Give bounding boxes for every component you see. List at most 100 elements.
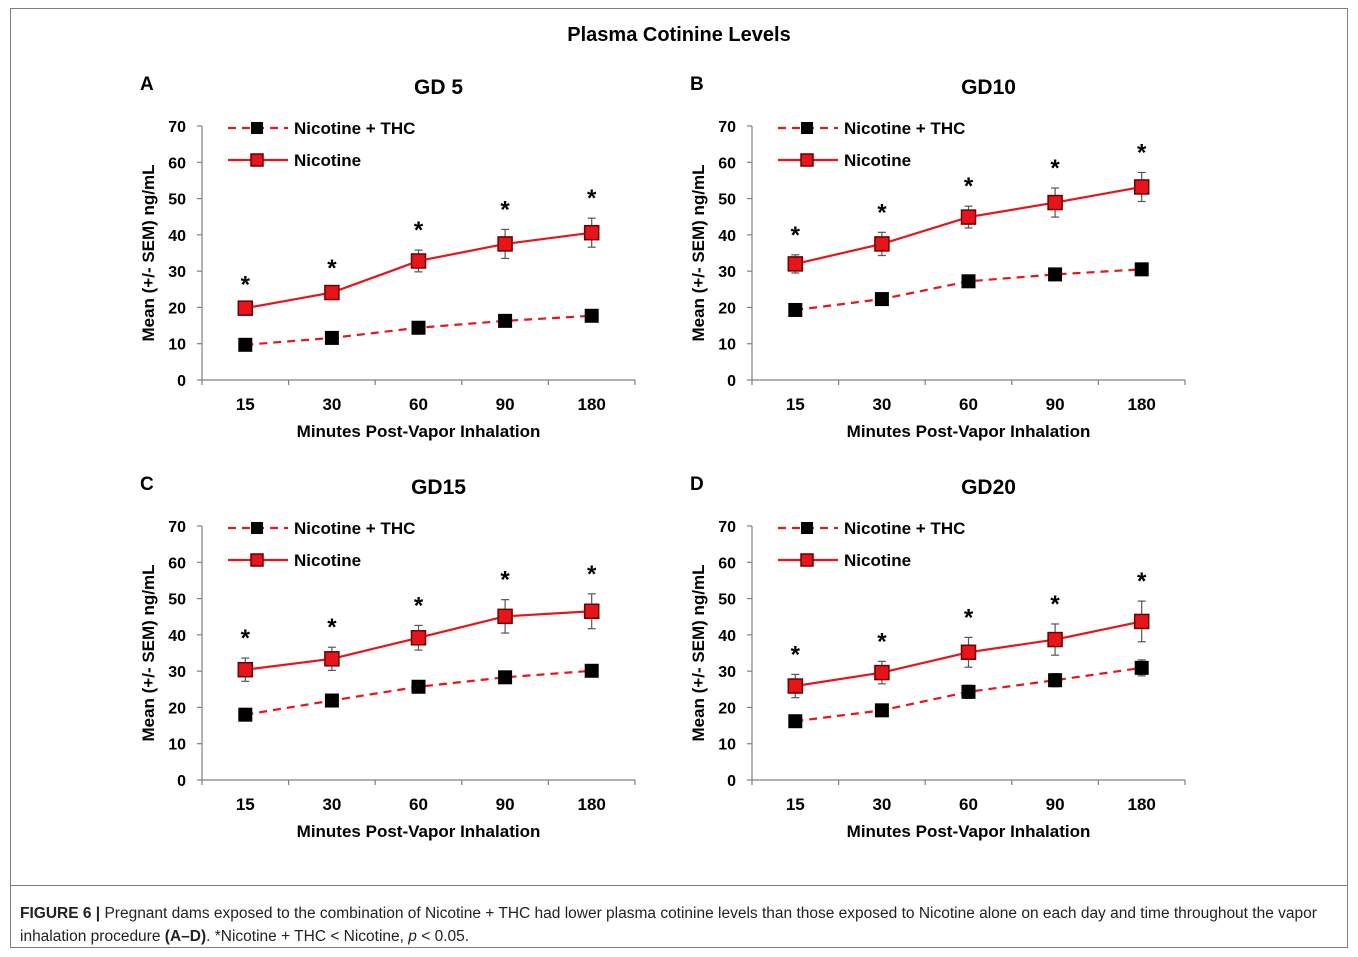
figure-caption: FIGURE 6 | Pregnant dams exposed to the …	[20, 902, 1340, 948]
y-tick-label: 0	[177, 373, 186, 390]
data-point	[788, 714, 803, 729]
y-tick-label: 70	[718, 119, 736, 136]
y-axis-label: Mean (+/- SEM) ng/mL	[690, 564, 708, 741]
x-tick-label: 90	[1046, 395, 1065, 414]
x-tick-label: 60	[959, 795, 978, 814]
chart-panel-d: D GD20 0 10 20 30 40 50 60 70 15 30 60 90 180 Minutes …	[689, 470, 1250, 870]
panel-letter: D	[690, 474, 704, 495]
y-tick-label: 10	[168, 337, 186, 354]
caption-text: . *Nicotine + THC < Nicotine,	[206, 928, 409, 945]
data-point	[238, 337, 253, 352]
caption-text: Pregnant dams exposed to the combination…	[20, 905, 1317, 945]
y-tick-label: 60	[718, 155, 736, 172]
y-tick-label: 20	[718, 300, 736, 317]
significance-marker: *	[500, 196, 510, 223]
data-point	[874, 664, 890, 681]
data-point	[411, 320, 426, 335]
legend-label: Nicotine + THC	[294, 519, 415, 538]
x-tick-label: 60	[409, 395, 428, 414]
x-tick-label: 15	[786, 795, 805, 814]
y-tick-label: 10	[718, 737, 736, 754]
data-point	[961, 274, 976, 289]
data-point	[961, 684, 976, 699]
legend-label: Nicotine + THC	[844, 519, 965, 538]
data-point	[1133, 613, 1150, 630]
significance-marker: *	[414, 592, 424, 619]
x-axis-label: Minutes Post-Vapor Inhalation	[297, 422, 541, 441]
caption-text: < 0.05.	[416, 928, 470, 945]
panel-letter: C	[140, 474, 154, 495]
caption-divider	[11, 885, 1347, 886]
figure-frame	[10, 8, 1348, 948]
data-point	[583, 603, 600, 620]
y-tick-label: 0	[727, 373, 736, 390]
data-point	[324, 693, 339, 708]
panel-letter: A	[140, 74, 154, 95]
y-tick-label: 40	[718, 628, 736, 645]
legend-marker	[251, 522, 263, 534]
y-tick-label: 50	[718, 592, 736, 609]
x-axis-label: Minutes Post-Vapor Inhalation	[847, 822, 1091, 841]
chart-panel-b: B GD10 0 10 20 30 40 50 60 70 15 30 60 90 180 Minutes …	[689, 70, 1250, 470]
y-tick-label: 50	[168, 192, 186, 209]
legend-label: Nicotine + THC	[844, 119, 965, 138]
x-axis-label: Minutes Post-Vapor Inhalation	[297, 822, 541, 841]
y-tick-label: 50	[168, 592, 186, 609]
data-point	[410, 253, 427, 269]
chart-panel-c: C GD15 0 10 20 30 40 50 60 70 15 30 60 90 180 Minutes …	[139, 470, 700, 870]
significance-marker: *	[327, 614, 337, 641]
y-tick-label: 20	[168, 700, 186, 717]
legend-marker	[251, 122, 263, 134]
caption-label: FIGURE 6 |	[20, 905, 101, 922]
significance-marker: *	[1050, 591, 1060, 618]
y-tick-label: 40	[168, 228, 186, 245]
x-tick-label: 60	[409, 795, 428, 814]
data-point	[960, 644, 977, 661]
x-tick-label: 15	[236, 395, 255, 414]
significance-marker: *	[877, 628, 887, 655]
y-axis-label: Mean (+/- SEM) ng/mL	[690, 164, 708, 341]
y-tick-label: 60	[168, 155, 186, 172]
y-axis-label: Mean (+/- SEM) ng/mL	[140, 564, 158, 741]
y-tick-label: 60	[718, 555, 736, 572]
significance-marker: *	[791, 641, 801, 668]
x-tick-label: 30	[322, 795, 341, 814]
significance-marker: *	[587, 185, 597, 212]
y-tick-label: 20	[168, 300, 186, 317]
significance-marker: *	[1050, 155, 1060, 182]
chart-title: GD10	[961, 76, 1016, 99]
data-point	[584, 663, 599, 678]
chart-panel-a: A GD 5 0 10 20 30 40 50 60 70 15 30 60 90 180 Minutes …	[139, 70, 700, 470]
data-point	[237, 300, 254, 316]
data-point	[498, 670, 513, 685]
data-point	[324, 651, 340, 667]
data-point	[787, 256, 804, 272]
chart-svg: GD10 0 10 20 30 40 50 60 70 15 30 60 90 180 Minutes Po…	[689, 76, 1186, 441]
data-point	[1047, 631, 1063, 648]
significance-marker: *	[791, 222, 801, 249]
data-point	[324, 330, 339, 345]
significance-marker: *	[964, 173, 974, 200]
significance-marker: *	[327, 255, 337, 282]
data-point	[787, 678, 804, 694]
caption-p-symbol: p	[408, 928, 417, 945]
significance-marker: *	[587, 561, 597, 588]
y-tick-label: 10	[168, 737, 186, 754]
data-point	[498, 313, 513, 328]
data-point	[411, 679, 426, 694]
x-tick-label: 15	[236, 795, 255, 814]
chart-title: GD 5	[414, 76, 463, 99]
x-tick-label: 180	[578, 395, 606, 414]
data-point	[237, 661, 254, 678]
x-tick-label: 30	[322, 395, 341, 414]
data-point	[238, 707, 253, 722]
x-tick-label: 30	[872, 395, 891, 414]
data-point	[874, 292, 889, 307]
significance-marker: *	[1137, 139, 1147, 166]
y-tick-label: 70	[168, 119, 186, 136]
legend-marker	[801, 522, 813, 534]
y-tick-label: 30	[168, 264, 186, 281]
legend-label: Nicotine	[844, 151, 911, 170]
y-tick-label: 70	[168, 519, 186, 536]
data-point	[1134, 262, 1149, 277]
